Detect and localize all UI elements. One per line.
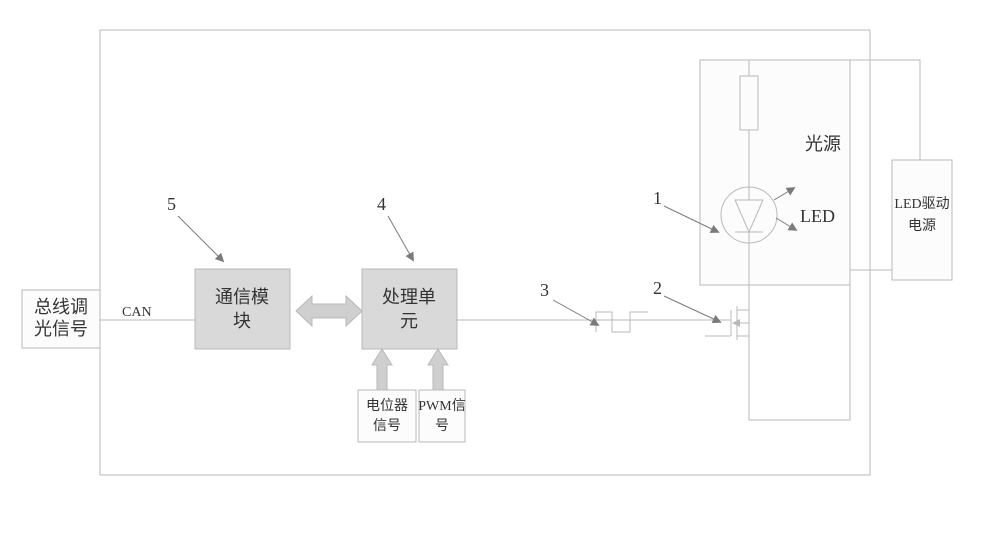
pwm-input: PWM信 号 — [418, 349, 465, 442]
light-source-block: 光源 LED — [700, 60, 850, 285]
bus-signal-block: 总线调 光信号 — [22, 290, 100, 348]
svg-text:5: 5 — [167, 194, 176, 214]
pot-label-1: 电位器 — [366, 398, 408, 414]
pot-label-2: 信号 — [373, 418, 401, 434]
callout-5: 5 — [167, 194, 223, 261]
comm-module: 通信模 块 — [195, 269, 290, 349]
svg-text:2: 2 — [653, 278, 662, 298]
bus-signal-label-2: 光信号 — [34, 319, 88, 339]
pwm-label-1: PWM信 — [418, 398, 465, 414]
double-arrow — [296, 296, 362, 326]
driver-label-1: LED驱动 — [894, 196, 949, 212]
light-source-label: 光源 — [805, 134, 841, 154]
led-label: LED — [800, 206, 835, 226]
svg-text:1: 1 — [653, 188, 662, 208]
comm-module-label-1: 通信模 — [215, 287, 269, 307]
pwm-wave-icon — [596, 312, 648, 332]
proc-label-2: 元 — [400, 311, 418, 331]
resistor-icon — [740, 76, 758, 130]
bus-signal-label-1: 总线调 — [34, 297, 88, 317]
processing-unit: 处理单 元 — [362, 269, 457, 349]
svg-text:3: 3 — [540, 280, 549, 300]
can-label: CAN — [122, 305, 152, 320]
proc-label-1: 处理单 — [382, 287, 436, 307]
comm-module-label-2: 块 — [233, 311, 251, 331]
mosfet-icon — [705, 306, 749, 340]
diagram-root: 总线调 光信号 CAN 通信模 块 处理单 元 3 电位器 信号 — [0, 0, 1000, 546]
potentiometer-input: 电位器 信号 — [358, 349, 416, 442]
pwm-label-2: 号 — [435, 419, 449, 434]
driver-label-2: 电源 — [908, 218, 936, 234]
callout-4: 4 — [377, 194, 413, 260]
wire-source-to-driver — [749, 270, 920, 420]
callout-3: 3 — [540, 280, 598, 325]
svg-text:4: 4 — [377, 194, 386, 214]
led-driver-block: LED驱动 电源 — [892, 160, 952, 280]
